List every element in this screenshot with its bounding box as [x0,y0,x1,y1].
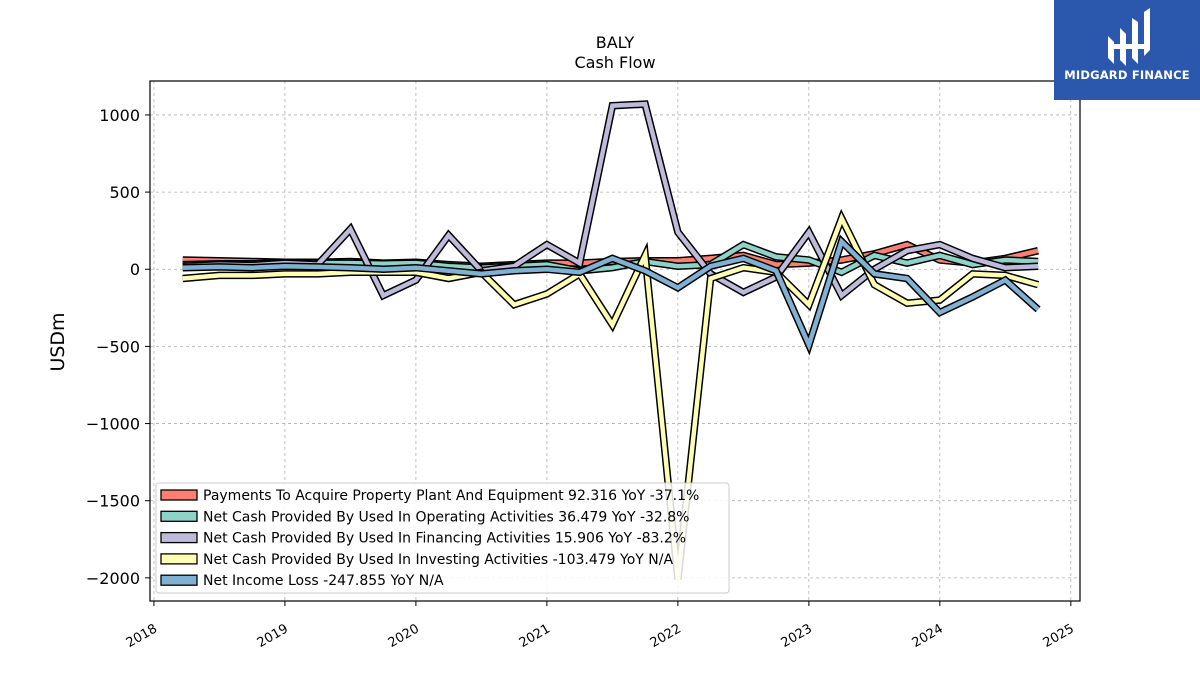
legend-label-2: Net Cash Provided By Used In Operating A… [203,509,690,525]
legend-label-5: Net Income Loss -247.855 YoY N/A [203,573,444,589]
series-3-line [182,101,1039,299]
legend-box [155,482,730,594]
y-tick-label: −500 [96,337,140,356]
y-tick-label: 500 [109,183,140,202]
midgard-finance-logo: MIDGARD FINANCE [1054,0,1200,100]
plot-frame [149,80,1081,602]
x-tick-label: 2021 [517,621,553,651]
logo-text: MIDGARD FINANCE [1064,68,1190,82]
series-5 [182,234,1041,356]
y-tick-label: 1000 [99,106,140,125]
legend-swatch-1 [160,489,198,501]
series-3 [182,100,1039,302]
y-tick-label: −1500 [86,492,140,511]
x-tick-label: 2024 [910,621,946,651]
series-lines [182,100,1041,580]
x-tick-label: 2019 [255,621,291,651]
legend-swatch-3 [160,531,198,544]
legend-label-3: Net Cash Provided By Used In Financing A… [203,531,686,547]
x-tick-label: 2018 [124,621,160,651]
x-tick-label: 2023 [779,621,815,651]
chart-title: BALY [596,33,635,52]
chart-subtitle: Cash Flow [574,53,655,72]
legend-label-1: Payments To Acquire Property Plant And E… [203,488,699,504]
x-tick-label: 2020 [386,621,422,651]
legend-swatch-2 [160,510,198,522]
legend: Payments To Acquire Property Plant And E… [155,482,730,594]
logo-mark [1054,0,1200,100]
x-tick-label: 2025 [1041,621,1077,651]
legend-swatch-5 [160,574,198,586]
legend-label-4: Net Cash Provided By Used In Investing A… [203,552,673,568]
series-4-line [182,212,1039,580]
y-tick-label: −2000 [86,569,140,588]
series-5-line [182,237,1040,352]
legend-swatch-4 [160,553,198,565]
y-tick-label: 0 [130,260,140,279]
y-axis-label: USDm [47,312,69,371]
y-tick-label: −1000 [86,415,140,434]
x-tick-label: 2022 [648,621,684,651]
series-4 [182,208,1040,580]
